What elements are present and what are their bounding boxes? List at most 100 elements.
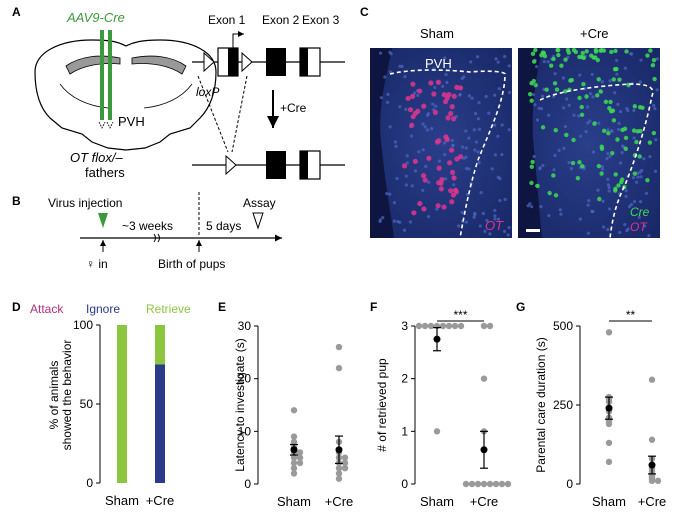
ot-cell <box>438 186 444 192</box>
transcription-start-arrow <box>232 31 244 48</box>
cre-cell <box>651 130 657 136</box>
virus-label: AAV9-Cre <box>66 10 125 25</box>
loxp-site-remaining <box>225 154 237 176</box>
exon3-coding-box <box>300 48 308 76</box>
nucleus-dot <box>392 219 396 223</box>
exon1-label: Exon 1 <box>208 13 246 27</box>
nucleus-dot <box>542 60 546 64</box>
mean-marker <box>290 446 298 454</box>
nucleus-dot <box>655 88 659 92</box>
cre-cell <box>575 175 581 181</box>
cre-cell <box>601 128 607 134</box>
cre-cell <box>580 164 585 169</box>
nucleus-dot <box>496 134 500 138</box>
timeline-break <box>153 233 160 243</box>
nucleus-dot <box>586 203 590 207</box>
y-tick-label-d: 0 <box>86 476 93 490</box>
nucleus-dot <box>490 167 494 171</box>
scale-bar <box>526 229 540 232</box>
nucleus-dot <box>596 188 600 192</box>
nucleus-dot <box>435 207 439 211</box>
nucleus-dot <box>584 129 588 134</box>
data-point <box>605 458 613 466</box>
cre-cell <box>571 137 576 143</box>
nucleus-dot <box>577 114 581 118</box>
nucleus-dot <box>617 121 621 125</box>
nucleus-dot <box>427 180 431 184</box>
mean-marker <box>433 335 441 343</box>
nucleus-dot <box>487 111 491 115</box>
cre-cell <box>637 105 643 110</box>
data-point <box>462 480 470 488</box>
cre-cell <box>540 125 546 130</box>
x-tick-label-d: Sham <box>105 493 139 508</box>
nucleus-dot <box>507 225 511 230</box>
cre-cell <box>615 137 620 142</box>
cre-cell <box>552 81 558 86</box>
y-axis-label: # of retrieved pup <box>375 358 389 452</box>
nucleus-dot <box>632 200 637 204</box>
panel-letter-e: E <box>218 300 226 314</box>
data-point <box>648 376 656 383</box>
x-tick-label: +Cre <box>470 494 499 509</box>
nucleus-dot <box>567 160 571 165</box>
ot-cell <box>431 91 437 97</box>
ot-cell <box>448 147 455 153</box>
ot-cell <box>441 92 447 98</box>
y-tick-label: 20 <box>238 372 252 386</box>
data-point <box>341 459 349 467</box>
nucleus-dot <box>631 176 636 180</box>
cre-cell <box>650 62 656 68</box>
nucleus-dot <box>569 167 573 171</box>
ot-cell <box>445 115 451 121</box>
data-point <box>335 364 343 372</box>
cre-cell <box>573 49 579 55</box>
nucleus-dot <box>618 110 623 114</box>
cre-cell <box>611 118 617 123</box>
nucleus-dot <box>629 52 633 56</box>
nucleus-dot <box>557 148 561 152</box>
nucleus-dot <box>531 93 536 97</box>
ot-cell <box>439 177 445 183</box>
cre-cell <box>623 146 628 152</box>
legend-attack: Attack <box>30 302 64 316</box>
panel-letter-c: C <box>360 5 369 19</box>
data-point <box>290 470 298 477</box>
nucleus-dot <box>625 228 629 233</box>
interval2-label: 5 days <box>206 219 241 233</box>
brain-outline <box>34 39 217 151</box>
panel-letter-g: G <box>516 300 525 314</box>
y-tick-label-d: 100 <box>73 318 93 332</box>
nucleus-dot <box>452 183 456 187</box>
data-point <box>296 459 304 467</box>
pvh-boundary-sham <box>389 69 506 239</box>
nucleus-dot <box>473 148 477 152</box>
nucleus-dot <box>398 105 402 109</box>
nucleus-dot <box>398 220 402 224</box>
nucleus-dot <box>493 93 497 97</box>
nucleus-dot <box>540 94 545 98</box>
nucleus-dot <box>562 146 566 150</box>
nucleus-dot <box>547 214 551 218</box>
cre-cell <box>569 77 575 83</box>
cre-cell <box>591 55 596 60</box>
nucleus-dot <box>586 105 590 109</box>
nucleus-dot <box>379 96 383 100</box>
cre-cell <box>645 178 650 183</box>
cre-cell <box>529 98 534 103</box>
nucleus-dot <box>378 218 382 222</box>
nucleus-dot <box>417 150 421 154</box>
panel-b: B Virus injection ~3 weeks 5 days Assay … <box>12 192 282 271</box>
nucleus-dot <box>553 153 557 158</box>
interval1-label: ~3 weeks <box>122 219 173 233</box>
ot-cell <box>412 158 418 164</box>
data-point <box>480 375 488 382</box>
panel-c: C Sham +Cre PVH OT Cre OT <box>360 5 660 239</box>
nucleus-dot <box>506 233 510 237</box>
y-tick-label: 3 <box>401 319 408 333</box>
birth-label: Birth of pups <box>158 257 225 271</box>
nucleus-dot <box>608 154 612 159</box>
ot-cell <box>436 180 442 186</box>
region-label-a: PVH <box>118 114 145 129</box>
nucleus-dot <box>507 90 512 95</box>
